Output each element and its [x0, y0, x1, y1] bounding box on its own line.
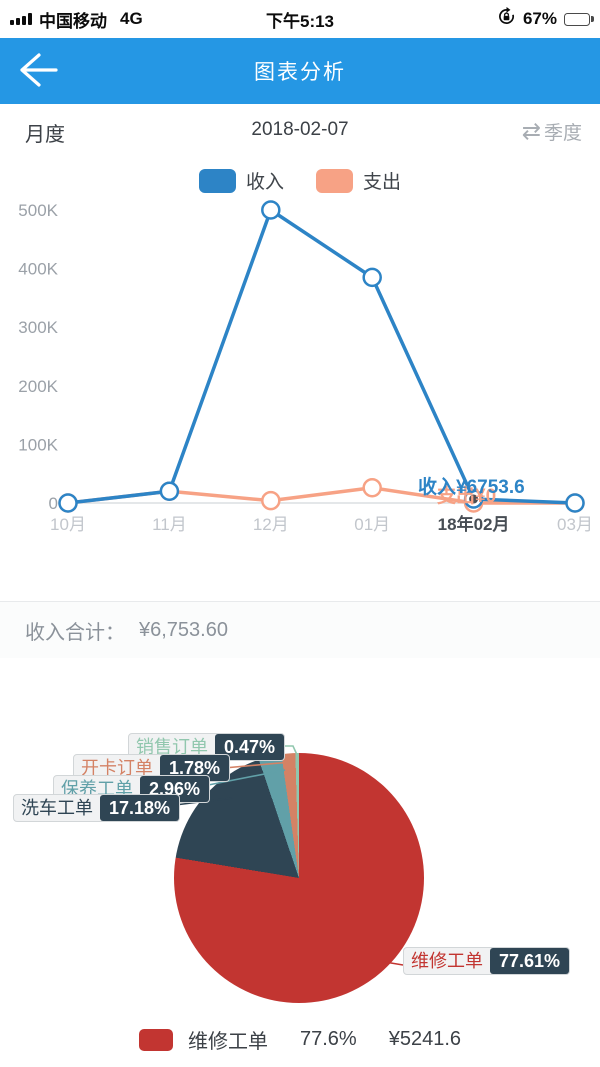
line-chart: 收入 支出 0 100K 200K 300K 400K 500K 10月 11月 12月 01月 1… [0, 165, 600, 540]
signal-strength-icon [10, 13, 32, 25]
svg-text:18年02月: 18年02月 [438, 514, 510, 534]
income-point-label: 收入¥6753.6 [418, 477, 525, 498]
pie-label-repair: 维修工单 77.61% [403, 947, 571, 975]
back-arrow-icon [20, 52, 58, 87]
svg-text:03月: 03月 [557, 515, 593, 534]
pie-legend-amount: ¥5241.6 [388, 1028, 462, 1050]
pie-chart-canvas[interactable] [174, 753, 424, 1003]
svg-text:400K: 400K [18, 260, 58, 279]
line-chart-legend: 收入 支出 [0, 167, 600, 194]
pie-label-percent: 77.61% [490, 948, 570, 974]
battery-icon [564, 12, 594, 26]
section-divider [0, 601, 600, 602]
svg-text:0: 0 [49, 494, 58, 513]
battery-percent-label: 67% [522, 9, 557, 28]
page-title: 图表分析 [254, 61, 346, 84]
line-chart-canvas[interactable]: 0 100K 200K 300K 400K 500K 10月 11月 12月 01月 18年02月 0… [0, 165, 600, 540]
clock-label: 下午5:13 [265, 11, 335, 31]
pie-label-name: 洗车工单 [21, 798, 93, 818]
pie-chart: 销售订单 0.47% 开卡订单 1.78% 保养工单 2.96% 洗车工单 17… [0, 725, 600, 1067]
pie-legend-item-repair[interactable]: 维修工单 77.6% ¥5241.6 [139, 1025, 461, 1054]
rotation-lock-icon [497, 7, 516, 31]
network-type-label: 4G [120, 9, 143, 28]
pie-label-name: 销售订单 [136, 737, 208, 757]
svg-text:12月: 12月 [253, 515, 289, 534]
period-mode-label: 月度 [25, 124, 65, 146]
carrier-label: 中国移动 [39, 11, 107, 31]
income-total-label: 收入合计： [25, 621, 125, 644]
income-legend-label: 收入 [245, 172, 284, 193]
svg-text:100K: 100K [18, 435, 58, 454]
income-swatch [198, 168, 236, 193]
selected-date[interactable]: 2018-02-07 [251, 119, 349, 140]
svg-text:300K: 300K [18, 318, 58, 337]
status-left: 中国移动 4G [10, 7, 143, 32]
quarter-toggle-label: 季度 [543, 123, 582, 144]
legend-item-expense[interactable]: 支出 [316, 167, 401, 194]
pie-label-percent: 17.18% [100, 795, 180, 821]
income-total-row: 收入合计： ¥6,753.60 [0, 602, 600, 658]
pie-label-name: 开卡订单 [81, 758, 153, 778]
svg-text:01月: 01月 [354, 515, 390, 534]
filter-bar: 月度 2018-02-07 ⇄ 季度 [0, 104, 600, 158]
svg-text:11月: 11月 [152, 515, 187, 534]
status-bar: 中国移动 4G 下午5:13 67% [0, 0, 600, 38]
svg-text:500K: 500K [18, 201, 58, 220]
income-total-value: ¥6,753.60 [139, 618, 228, 641]
svg-text:200K: 200K [18, 377, 58, 396]
svg-text:10月: 10月 [50, 515, 86, 534]
back-button[interactable] [12, 48, 64, 94]
app-header: 图表分析 [0, 38, 600, 104]
pie-label-car-wash: 洗车工单 17.18% [13, 794, 181, 822]
pie-legend-percent: 77.6% [300, 1028, 357, 1050]
expense-point-label: 支出¥0 [437, 486, 497, 507]
status-right: 67% [497, 7, 594, 31]
pie-label-name: 维修工单 [411, 951, 483, 971]
legend-item-income[interactable]: 收入 [198, 167, 284, 194]
pie-label-card-order: 开卡订单 1.78% [73, 754, 231, 782]
pie-legend-name: 维修工单 [188, 1031, 268, 1053]
repair-swatch [139, 1028, 173, 1051]
expense-swatch [316, 168, 353, 193]
swap-icon: ⇄ [521, 118, 541, 144]
expense-legend-label: 支出 [363, 172, 402, 193]
quarter-toggle-button[interactable]: ⇄ 季度 [516, 117, 588, 146]
